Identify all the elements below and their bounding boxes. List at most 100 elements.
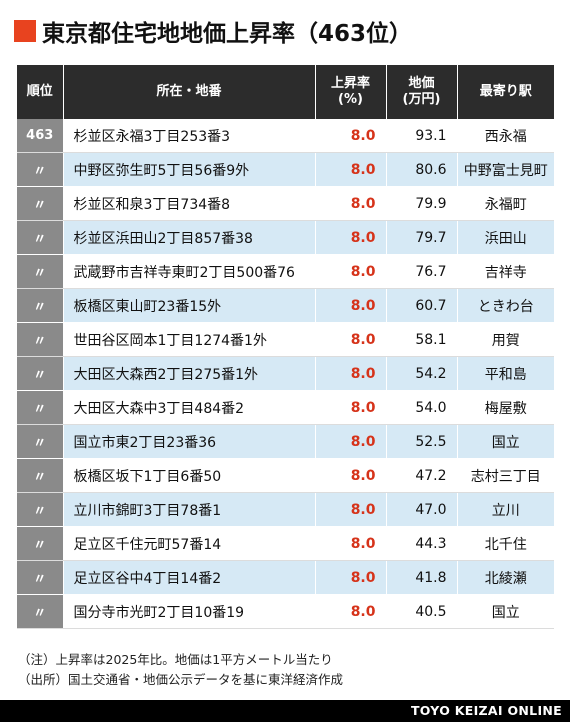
station-cell: 浜田山 bbox=[457, 220, 554, 255]
station-cell: 国立 bbox=[457, 594, 554, 629]
header-station: 最寄り駅 bbox=[457, 65, 554, 119]
rank-cell: 463 bbox=[17, 119, 64, 153]
table-header-row: 順位 所在・地番 上昇率 (%) 地価 (万円) 最寄り駅 bbox=[17, 65, 554, 119]
brand-logo: TOYO KEIZAI ONLINE bbox=[410, 703, 562, 718]
header-price-unit: (万円) bbox=[402, 92, 441, 107]
table-row: 463 杉並区永福3丁目253番3 8.0 93.1 西永福 bbox=[17, 119, 554, 153]
table-row: 〃世田谷区岡本1丁目1274番1外 8.0 58.1 用賀 bbox=[17, 322, 554, 357]
address-cell: 国立市東2丁目23番36 bbox=[63, 424, 316, 459]
rate-cell: 8.0 bbox=[315, 390, 387, 425]
page-title: 東京都住宅地地価上昇率（463位） bbox=[42, 21, 413, 47]
rate-cell: 8.0 bbox=[315, 322, 387, 357]
price-cell: 40.5 bbox=[386, 594, 458, 629]
station-cell: 平和島 bbox=[457, 356, 554, 391]
price-cell: 60.7 bbox=[386, 288, 458, 323]
address-cell: 世田谷区岡本1丁目1274番1外 bbox=[63, 322, 316, 357]
price-cell: 79.9 bbox=[386, 186, 458, 221]
address-cell: 国分寺市光町2丁目10番19 bbox=[63, 594, 316, 629]
rate-cell: 8.0 bbox=[315, 458, 387, 493]
table-row: 〃国分寺市光町2丁目10番19 8.0 40.5 国立 bbox=[17, 594, 554, 629]
footer-bar: TOYO KEIZAI ONLINE bbox=[0, 700, 570, 722]
header-price-label: 地価 bbox=[408, 76, 435, 91]
station-cell: 国立 bbox=[457, 424, 554, 459]
table-row: 〃国立市東2丁目23番36 8.0 52.5 国立 bbox=[17, 424, 554, 459]
table-row: 〃大田区大森西2丁目275番1外 8.0 54.2 平和島 bbox=[17, 356, 554, 391]
rank-cell: 〃 bbox=[17, 526, 64, 561]
rank-cell: 〃 bbox=[17, 152, 64, 187]
table-row: 〃立川市錦町3丁目78番1 8.0 47.0 立川 bbox=[17, 492, 554, 527]
rank-cell: 〃 bbox=[17, 254, 64, 289]
table-row: 〃中野区弥生町5丁目56番9外 8.0 80.6 中野富士見町 bbox=[17, 152, 554, 187]
address-cell: 杉並区永福3丁目253番3 bbox=[63, 119, 316, 153]
title-marker bbox=[14, 20, 36, 42]
table-row: 〃大田区大森中3丁目484番2 8.0 54.0 梅屋敷 bbox=[17, 390, 554, 425]
rate-cell: 8.0 bbox=[315, 254, 387, 289]
rate-cell: 8.0 bbox=[315, 424, 387, 459]
address-cell: 板橋区坂下1丁目6番50 bbox=[63, 458, 316, 493]
rank-cell: 〃 bbox=[17, 560, 64, 595]
ranking-table: 順位 所在・地番 上昇率 (%) 地価 (万円) 最寄り駅 463 杉並区永福3丁目2… bbox=[17, 65, 554, 629]
rank-cell: 〃 bbox=[17, 186, 64, 221]
title-bar: 東京都住宅地地価上昇率（463位） bbox=[14, 14, 412, 48]
table-row: 〃板橋区東山町23番15外 8.0 60.7 ときわ台 bbox=[17, 288, 554, 323]
price-cell: 54.2 bbox=[386, 356, 458, 391]
price-cell: 54.0 bbox=[386, 390, 458, 425]
station-cell: 吉祥寺 bbox=[457, 254, 554, 289]
price-cell: 58.1 bbox=[386, 322, 458, 357]
rank-cell: 〃 bbox=[17, 594, 64, 629]
table-row: 〃板橋区坂下1丁目6番50 8.0 47.2 志村三丁目 bbox=[17, 458, 554, 493]
note-source: （出所）国土交通省・地価公示データを基に東洋経済作成 bbox=[18, 672, 344, 687]
rate-cell: 8.0 bbox=[315, 594, 387, 629]
price-cell: 47.2 bbox=[386, 458, 458, 493]
rank-cell: 〃 bbox=[17, 322, 64, 357]
address-cell: 中野区弥生町5丁目56番9外 bbox=[63, 152, 316, 187]
header-rate-unit: (%) bbox=[338, 92, 363, 107]
address-cell: 大田区大森西2丁目275番1外 bbox=[63, 356, 316, 391]
station-cell: 立川 bbox=[457, 492, 554, 527]
header-address: 所在・地番 bbox=[63, 65, 316, 119]
rate-cell: 8.0 bbox=[315, 186, 387, 221]
address-cell: 足立区谷中4丁目14番2 bbox=[63, 560, 316, 595]
table-row: 〃武蔵野市吉祥寺東町2丁目500番76 8.0 76.7 吉祥寺 bbox=[17, 254, 554, 289]
table-row: 〃足立区千住元町57番14 8.0 44.3 北千住 bbox=[17, 526, 554, 561]
station-cell: 用賀 bbox=[457, 322, 554, 357]
footnotes: （注）上昇率は2025年比。地価は1平方メートル当たり （出所）国土交通省・地価… bbox=[18, 650, 343, 690]
rank-cell: 〃 bbox=[17, 390, 64, 425]
price-cell: 76.7 bbox=[386, 254, 458, 289]
header-rate-label: 上昇率 bbox=[330, 76, 370, 91]
rank-cell: 〃 bbox=[17, 458, 64, 493]
price-cell: 80.6 bbox=[386, 152, 458, 187]
price-cell: 93.1 bbox=[386, 119, 458, 153]
header-rank: 順位 bbox=[17, 65, 64, 119]
rate-cell: 8.0 bbox=[315, 220, 387, 255]
price-cell: 79.7 bbox=[386, 220, 458, 255]
address-cell: 立川市錦町3丁目78番1 bbox=[63, 492, 316, 527]
station-cell: ときわ台 bbox=[457, 288, 554, 323]
note-remark: （注）上昇率は2025年比。地価は1平方メートル当たり bbox=[18, 652, 333, 667]
rate-cell: 8.0 bbox=[315, 119, 387, 153]
header-price: 地価 (万円) bbox=[386, 65, 458, 119]
price-cell: 47.0 bbox=[386, 492, 458, 527]
table-row: 〃杉並区浜田山2丁目857番38 8.0 79.7 浜田山 bbox=[17, 220, 554, 255]
station-cell: 西永福 bbox=[457, 119, 554, 153]
station-cell: 北綾瀬 bbox=[457, 560, 554, 595]
address-cell: 武蔵野市吉祥寺東町2丁目500番76 bbox=[63, 254, 316, 289]
station-cell: 梅屋敷 bbox=[457, 390, 554, 425]
station-cell: 志村三丁目 bbox=[457, 458, 554, 493]
rate-cell: 8.0 bbox=[315, 152, 387, 187]
address-cell: 杉並区浜田山2丁目857番38 bbox=[63, 220, 316, 255]
rate-cell: 8.0 bbox=[315, 526, 387, 561]
rank-cell: 〃 bbox=[17, 492, 64, 527]
price-cell: 52.5 bbox=[386, 424, 458, 459]
header-rate: 上昇率 (%) bbox=[315, 65, 387, 119]
price-cell: 41.8 bbox=[386, 560, 458, 595]
address-cell: 板橋区東山町23番15外 bbox=[63, 288, 316, 323]
price-cell: 44.3 bbox=[386, 526, 458, 561]
rate-cell: 8.0 bbox=[315, 288, 387, 323]
rank-cell: 〃 bbox=[17, 288, 64, 323]
rank-cell: 〃 bbox=[17, 220, 64, 255]
rank-cell: 〃 bbox=[17, 356, 64, 391]
address-cell: 足立区千住元町57番14 bbox=[63, 526, 316, 561]
station-cell: 北千住 bbox=[457, 526, 554, 561]
address-cell: 大田区大森中3丁目484番2 bbox=[63, 390, 316, 425]
